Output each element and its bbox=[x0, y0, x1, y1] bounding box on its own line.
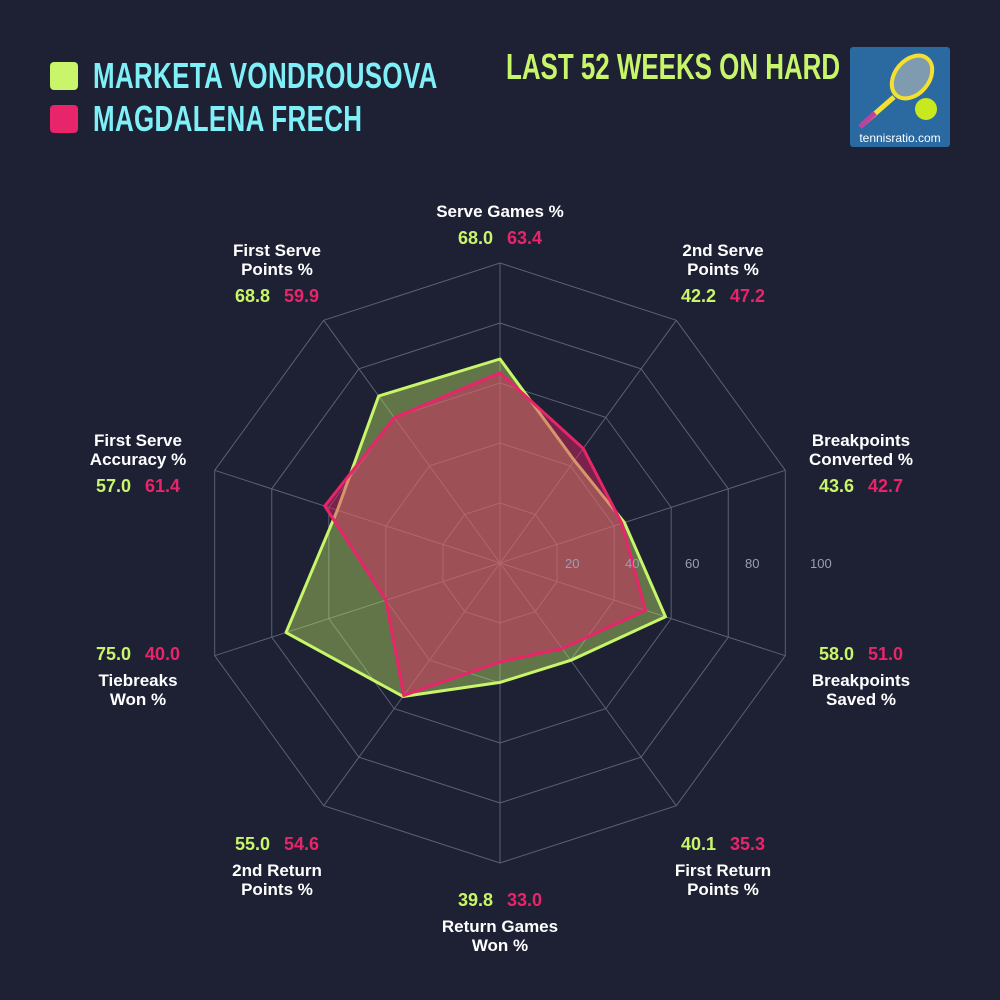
axis-line bbox=[214, 469, 501, 564]
value-vondrousova: 57.0 bbox=[95, 476, 131, 496]
value-vondrousova: 75.0 bbox=[95, 644, 131, 664]
axis-title-line1: 2nd Return bbox=[232, 861, 322, 880]
axis-title-line2: Saved % bbox=[826, 690, 896, 709]
axis-title-line2: Accuracy % bbox=[89, 450, 187, 469]
axis-title-line1: Breakpoints bbox=[811, 431, 911, 450]
axis-label: 75.0 40.0 Tiebreaks Won % bbox=[38, 637, 238, 709]
axis-title: Serve Games % bbox=[400, 202, 600, 221]
axis-values: 39.8 33.0 bbox=[400, 889, 600, 911]
axis-line bbox=[323, 562, 501, 806]
value-frech: 51.0 bbox=[868, 644, 904, 664]
legend-item-vondrousova: MARKETA VONDROUSOVA bbox=[50, 55, 572, 97]
axis-line bbox=[499, 562, 786, 657]
axis-line bbox=[499, 469, 786, 564]
axis-title: Breakpoints Saved % bbox=[761, 671, 961, 709]
axis-label: First Serve Accuracy % 57.0 61.4 bbox=[38, 431, 238, 503]
axis-title: First Serve Accuracy % bbox=[38, 431, 238, 469]
axis-line bbox=[323, 320, 501, 564]
ring-tick-label: 40 bbox=[625, 556, 640, 571]
axis-label: 39.8 33.0 Return Games Won % bbox=[400, 883, 600, 955]
legend-label: MAGDALENA FRECH bbox=[93, 98, 363, 139]
axis-values: 75.0 40.0 bbox=[38, 643, 238, 665]
ring-tick-label: 60 bbox=[685, 556, 700, 571]
axis-title-line1: Serve Games % bbox=[436, 202, 564, 221]
axis-line bbox=[499, 320, 677, 564]
axis-line bbox=[214, 562, 501, 657]
axis-label: 40.1 35.3 First Return Points % bbox=[623, 827, 823, 899]
axis-label: 2nd Serve Points % 42.2 47.2 bbox=[623, 241, 823, 313]
axis-title: Return Games Won % bbox=[400, 917, 600, 955]
axis-title: Breakpoints Converted % bbox=[761, 431, 961, 469]
legend-label: MARKETA VONDROUSOVA bbox=[93, 55, 438, 96]
axis-values: 68.0 63.4 bbox=[400, 227, 600, 249]
ring-tick-label: 80 bbox=[745, 556, 760, 571]
axis-values: 57.0 61.4 bbox=[38, 475, 238, 497]
axis-line bbox=[499, 562, 677, 806]
value-frech: 35.3 bbox=[730, 834, 766, 854]
ring-tick-label: 20 bbox=[565, 556, 580, 571]
value-frech: 33.0 bbox=[507, 890, 543, 910]
value-vondrousova: 58.0 bbox=[818, 644, 854, 664]
axis-title-line1: First Return bbox=[674, 861, 772, 880]
axis-title: Tiebreaks Won % bbox=[38, 671, 238, 709]
axis-title: First Serve Points % bbox=[177, 241, 377, 279]
value-frech: 59.9 bbox=[284, 286, 320, 306]
value-vondrousova: 68.0 bbox=[457, 228, 493, 248]
axis-label: First Serve Points % 68.8 59.9 bbox=[177, 241, 377, 313]
axis-values: 58.0 51.0 bbox=[761, 643, 961, 665]
axis-title-line2: Converted % bbox=[809, 450, 913, 469]
axis-label: Serve Games % 68.0 63.4 bbox=[400, 202, 600, 255]
axis-values: 68.8 59.9 bbox=[177, 285, 377, 307]
racket-ball-icon bbox=[858, 53, 937, 129]
value-frech: 42.7 bbox=[868, 476, 904, 496]
value-vondrousova: 43.6 bbox=[818, 476, 854, 496]
axis-values: 42.2 47.2 bbox=[623, 285, 823, 307]
axis-title-line1: 2nd Serve bbox=[682, 241, 764, 260]
axis-title-line1: Return Games bbox=[441, 917, 559, 936]
logo-text: tennisratio.com bbox=[859, 131, 941, 145]
axis-title-line1: Breakpoints bbox=[811, 671, 911, 690]
value-frech: 40.0 bbox=[145, 644, 181, 664]
axis-title: 2nd Return Points % bbox=[177, 861, 377, 899]
axis-label: 55.0 54.6 2nd Return Points % bbox=[177, 827, 377, 899]
legend-item-frech: MAGDALENA FRECH bbox=[50, 98, 467, 140]
value-vondrousova: 39.8 bbox=[457, 890, 493, 910]
axis-title: 2nd Serve Points % bbox=[623, 241, 823, 279]
value-frech: 54.6 bbox=[284, 834, 320, 854]
axis-values: 55.0 54.6 bbox=[177, 833, 377, 855]
axis-label: 58.0 51.0 Breakpoints Saved % bbox=[761, 637, 961, 709]
value-vondrousova: 55.0 bbox=[234, 834, 270, 854]
axis-title-line2: Points % bbox=[687, 880, 759, 899]
value-vondrousova: 42.2 bbox=[680, 286, 716, 306]
value-frech: 63.4 bbox=[507, 228, 543, 248]
axis-title-line2: Points % bbox=[241, 880, 313, 899]
axis-title: First Return Points % bbox=[623, 861, 823, 899]
value-frech: 61.4 bbox=[145, 476, 181, 496]
chart-title: LAST 52 WEEKS ON HARD bbox=[506, 46, 841, 87]
tennisratio-logo: tennisratio.com bbox=[850, 47, 950, 147]
axis-title-line1: First Serve bbox=[233, 241, 321, 260]
axis-values: 43.6 42.7 bbox=[761, 475, 961, 497]
axis-values: 40.1 35.3 bbox=[623, 833, 823, 855]
axis-title-line2: Won % bbox=[471, 936, 529, 955]
axis-label: Breakpoints Converted % 43.6 42.7 bbox=[761, 431, 961, 503]
axis-title-line2: Points % bbox=[687, 260, 759, 279]
value-frech: 47.2 bbox=[730, 286, 766, 306]
axis-title-line2: Points % bbox=[241, 260, 313, 279]
axis-title-line1: Tiebreaks bbox=[98, 671, 178, 690]
series-area-1 bbox=[323, 371, 648, 698]
ring-tick-label: 100 bbox=[810, 556, 832, 571]
legend-swatch bbox=[50, 105, 78, 133]
value-vondrousova: 40.1 bbox=[680, 834, 716, 854]
legend-swatch bbox=[50, 62, 78, 90]
axis-title-line1: First Serve bbox=[94, 431, 182, 450]
axis-title-line2: Won % bbox=[109, 690, 167, 709]
value-vondrousova: 68.8 bbox=[234, 286, 270, 306]
